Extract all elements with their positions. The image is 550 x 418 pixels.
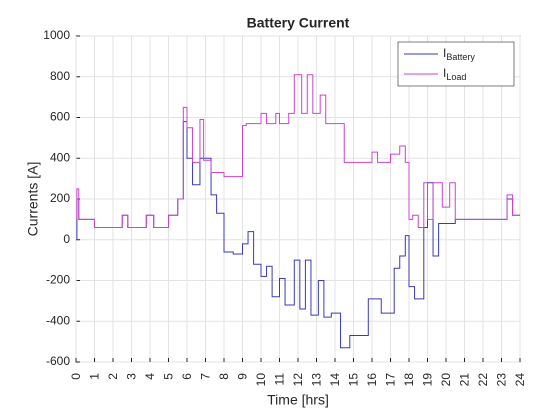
data-line — [76, 74, 520, 229]
x-tick-label: 19 — [421, 373, 435, 387]
y-tick-label: -200 — [46, 273, 70, 287]
x-tick-label: 4 — [143, 373, 157, 380]
x-tick-label: 10 — [254, 373, 268, 387]
y-tick-label: 1000 — [43, 28, 70, 42]
x-tick-label: 21 — [458, 373, 472, 387]
y-tick-label: 0 — [63, 232, 70, 246]
x-tick-label: 24 — [513, 373, 527, 387]
x-tick-label: 7 — [199, 373, 213, 380]
x-tick-label: 0 — [69, 373, 83, 380]
x-tick-label: 23 — [495, 373, 509, 387]
x-tick-label: 1 — [88, 373, 102, 380]
x-tick-label: 3 — [125, 373, 139, 380]
y-tick-label: 200 — [50, 191, 70, 205]
y-tick-label: 800 — [50, 69, 70, 83]
x-tick-label: 6 — [180, 373, 194, 380]
x-tick-label: 8 — [217, 373, 231, 380]
y-tick-label: -600 — [46, 354, 70, 368]
x-tick-label: 2 — [106, 373, 120, 380]
x-tick-label: 22 — [476, 373, 490, 387]
x-axis-label: Time [hrs] — [267, 392, 329, 408]
x-tick-label: 9 — [236, 373, 250, 380]
x-tick-label: 11 — [273, 373, 287, 386]
x-tick-label: 13 — [310, 373, 324, 387]
x-tick-label: 5 — [162, 373, 176, 380]
x-tick-label: 18 — [402, 373, 416, 387]
chart-title: Battery Current — [247, 15, 350, 31]
x-tick-label: 14 — [328, 373, 342, 387]
x-tick-label: 17 — [384, 373, 398, 387]
x-tick-label: 15 — [347, 373, 361, 387]
y-axis-label: Currents [A] — [25, 162, 41, 237]
legend-label: IBattery — [443, 46, 475, 62]
y-tick-label: 400 — [50, 150, 70, 164]
legend-label: ILoad — [443, 66, 466, 82]
y-tick-label: -400 — [46, 313, 70, 327]
x-tick-label: 16 — [365, 373, 379, 387]
x-tick-label: 20 — [439, 373, 453, 387]
y-tick-label: 600 — [50, 110, 70, 124]
x-tick-label: 12 — [291, 373, 305, 387]
legend-box — [397, 41, 515, 87]
